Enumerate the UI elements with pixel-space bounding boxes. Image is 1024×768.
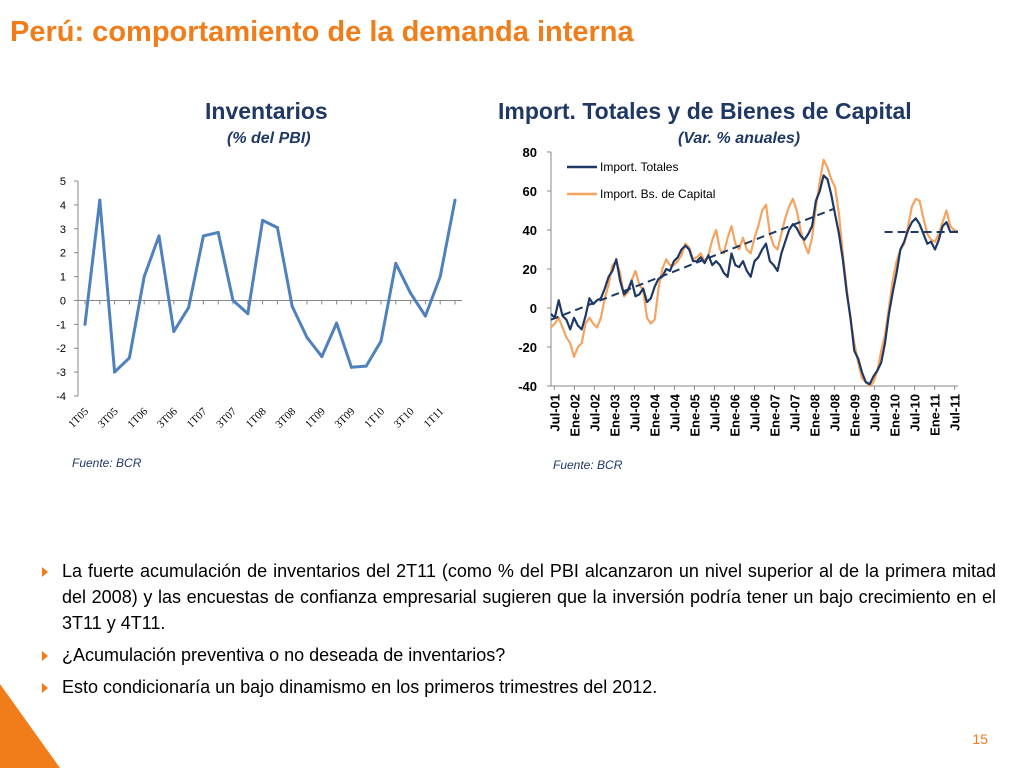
inventarios-chart-subtitle: (% del PBI) [227,130,311,147]
bullet-list: La fuerte acumulación de inventarios del… [42,558,996,706]
inventarios-data-point [261,218,265,222]
inventarios-data-point [290,304,294,308]
inventarios-data-point [98,198,102,202]
inventarios-data-point [379,339,383,343]
trend-dashed-line [550,207,835,321]
inventarios-data-point [349,365,353,369]
bullet-arrow-icon [42,651,48,661]
legend-label: Import. Bs. de Capital [600,187,715,201]
x-tick-label: Ene-10 [888,394,903,437]
y-tick-label: 80 [523,145,537,160]
x-tick-label: Ene-05 [687,394,702,437]
inventarios-data-point [438,275,442,279]
inventarios-data-point [231,298,235,302]
bullet-arrow-icon [42,567,48,577]
inventarios-data-point [246,312,250,316]
inventarios-chart-title: Inventarios [205,98,328,124]
x-tick-label: Jul-04 [667,393,682,431]
inventarios-data-point [275,226,279,230]
y-tick-label: -4 [56,391,66,403]
inventarios-data-point [335,321,339,325]
page-number: 15 [972,731,988,747]
inventarios-data-point [364,364,368,368]
x-tick-label: Ene-11 [928,394,943,436]
inventarios-data-point [83,322,87,326]
y-tick-label: -3 [56,367,66,379]
y-tick-label: 4 [60,200,66,212]
y-tick-label: 2 [60,248,66,260]
x-tick-label: Jul-09 [868,394,883,432]
x-tick-label: Jul-02 [587,394,602,432]
bullet-item: Esto condicionaría un bajo dinamismo en … [42,674,996,700]
x-tick-label: Ene-02 [567,394,582,437]
bullet-text: Esto condicionaría un bajo dinamismo en … [62,677,658,697]
inventarios-data-point [305,335,309,339]
inventarios-data-point [187,306,191,310]
bullet-text: ¿Acumulación preventiva o no deseada de … [62,645,506,665]
y-tick-label: 5 [60,176,66,188]
bullet-item: ¿Acumulación preventiva o no deseada de … [42,642,996,668]
import-source: Fuente: BCR [553,458,623,472]
y-tick-label: 60 [523,184,537,199]
inventarios-data-point [453,198,457,202]
inventarios-data-point [113,370,117,374]
inventarios-series-line [83,198,457,374]
y-tick-label: -20 [518,340,537,355]
x-tick-label: Ene-08 [808,394,823,437]
y-tick-label: 20 [523,262,537,277]
x-tick-label: Jul-07 [788,394,803,432]
bullet-arrow-icon [42,683,48,693]
inventarios-data-point [172,330,176,333]
x-tick-label: Ene-07 [768,394,783,437]
import-chart-title: Import. Totales y de Bienes de Capital [498,98,912,124]
inventarios-data-point [157,234,161,238]
inventarios-data-point [127,356,131,360]
y-tick-label: -2 [56,343,66,355]
inventarios-data-point [201,234,205,238]
x-tick-label: Ene-06 [727,394,742,437]
x-tick-label: Jul-01 [547,394,562,432]
x-tick-label: Jul-11 [948,394,963,431]
x-tick-label: Jul-06 [748,394,763,432]
x-tick-label: Ene-09 [848,394,863,437]
bullet-item: La fuerte acumulación de inventarios del… [42,558,996,636]
y-tick-label: 1 [60,272,66,284]
inventarios-data-point [409,291,413,295]
y-tick-label: 3 [60,224,66,236]
page-title: Perú: comportamiento de la demanda inter… [10,16,634,48]
import-chart: 80 60 40 20 0 -20 -40 Jul-01 Ene-02 Jul-02 Ene-03 J… [518,145,963,437]
bullet-text: La fuerte acumulación de inventarios del… [62,561,996,633]
legend-label: Import. Totales [600,160,678,174]
import-chart-subtitle: (Var. % anuales) [678,130,801,147]
inventarios-source: Fuente: BCR [72,456,142,470]
x-tick-label: Jul-05 [707,394,722,432]
inventarios-data-point [320,355,324,359]
y-tick-label: 0 [60,295,66,307]
x-tick-label: Ene-03 [607,394,622,437]
import-totales-line [550,174,958,386]
x-tick-label: Ene-04 [647,393,662,436]
y-tick-label: -1 [56,319,66,331]
x-tick-label: Jul-08 [828,394,843,432]
y-tick-label: 40 [523,223,537,238]
x-tick-label: Jul-10 [908,394,923,432]
inventarios-data-point [216,230,220,234]
inventarios-data-point [142,275,146,279]
y-tick-label: -40 [518,379,537,394]
y-tick-label: 0 [530,301,537,316]
inventarios-data-point [423,314,427,318]
inventarios-data-point [394,261,398,265]
x-tick-label: Jul-03 [627,394,642,432]
